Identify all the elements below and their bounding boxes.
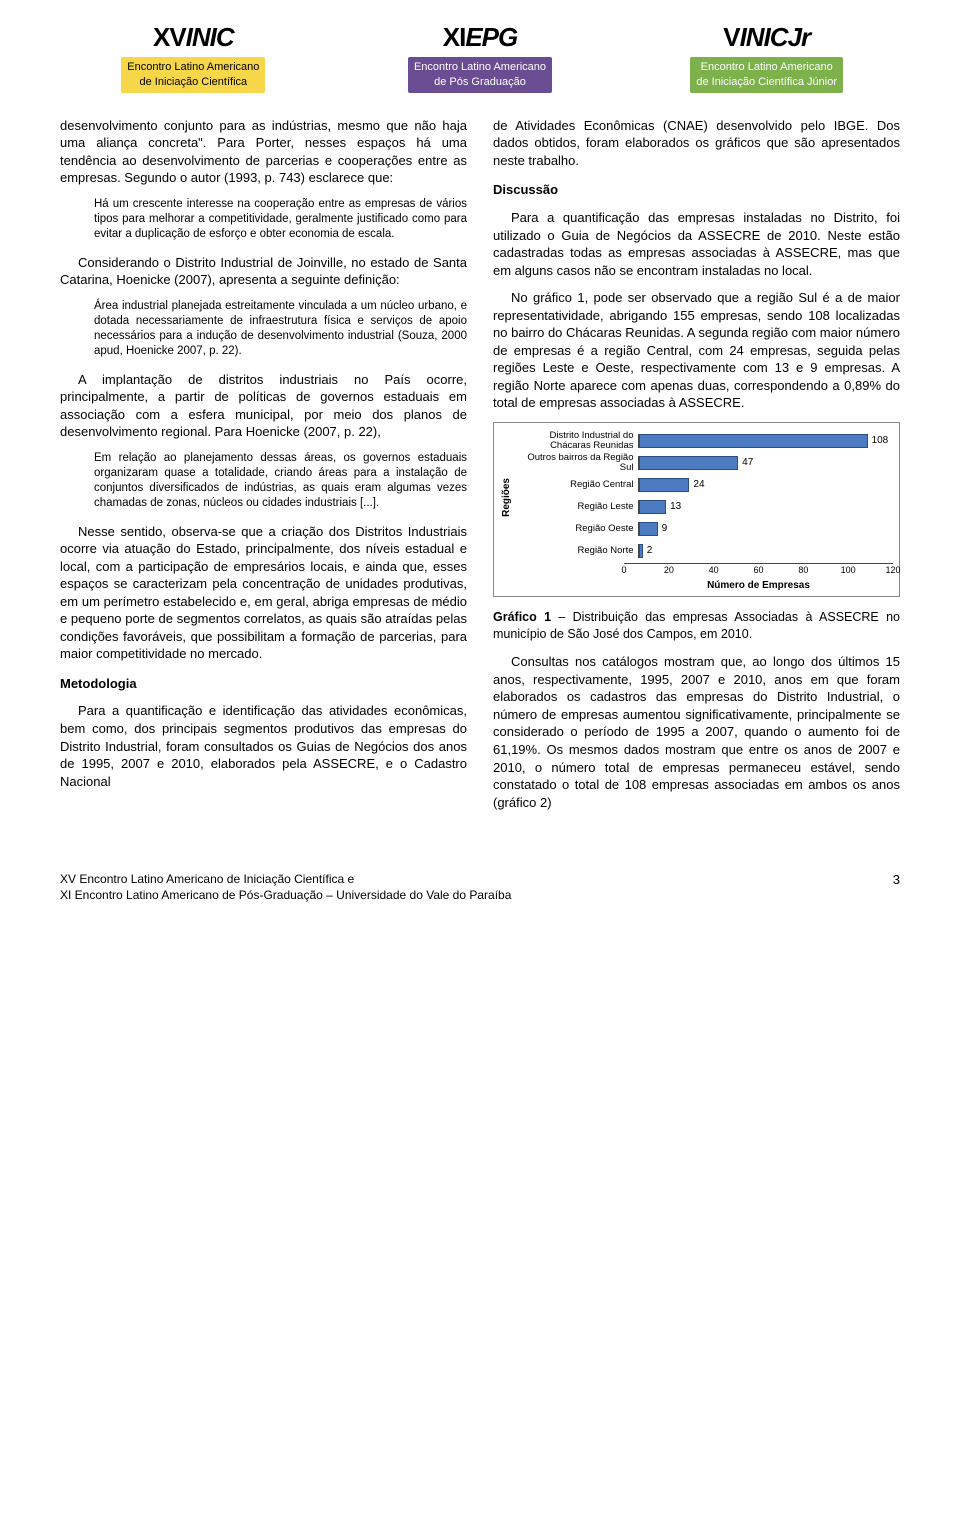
chart-bar-label: Região Leste <box>518 502 638 512</box>
chart-bar-row: Região Central 24 <box>518 475 894 495</box>
header-logos: XVINIC Encontro Latino Americano de Inic… <box>60 20 900 93</box>
logo-main: EPG <box>465 22 517 52</box>
chart-bar-value: 2 <box>643 544 653 558</box>
paragraph: Nesse sentido, observa-se que a criação … <box>60 523 467 663</box>
section-heading-metodologia: Metodologia <box>60 675 467 693</box>
chart-bar-track: 108 <box>638 434 894 448</box>
logo-subtitle: Encontro Latino Americano de Iniciação C… <box>121 57 265 93</box>
paragraph: Considerando o Distrito Industrial de Jo… <box>60 254 467 289</box>
chart-bar-value: 47 <box>738 456 753 470</box>
chart-bar-value: 108 <box>868 434 889 448</box>
logo-prefix: XV <box>153 22 186 52</box>
logo-subtitle: Encontro Latino Americano de Pós Graduaç… <box>408 57 552 93</box>
paragraph: A implantação de distritos industriais n… <box>60 371 467 441</box>
footer-text: XV Encontro Latino Americano de Iniciaçã… <box>60 871 511 903</box>
chart-bar-fill <box>639 522 658 536</box>
chart-caption: Gráfico 1 – Distribuição das empresas As… <box>493 609 900 643</box>
chart-x-axis: 020406080100120 <box>624 563 893 577</box>
chart-caption-bold: Gráfico 1 <box>493 610 551 624</box>
chart-x-tick: 20 <box>664 564 674 576</box>
chart-x-tick: 0 <box>621 564 626 576</box>
chart-bar-label: Outros bairros da Região Sul <box>518 453 638 473</box>
logo-title: XIEPG <box>347 20 614 55</box>
chart-bar-fill <box>639 456 739 470</box>
paragraph: No gráfico 1, pode ser observado que a r… <box>493 289 900 412</box>
chart-bar-row: Outros bairros da Região Sul 47 <box>518 453 894 473</box>
logo-epg: XIEPG Encontro Latino Americano de Pós G… <box>347 20 614 93</box>
chart-y-axis-label: Regiões <box>500 478 514 517</box>
chart-bar-fill <box>639 434 868 448</box>
block-quote: Área industrial planejada estreitamente … <box>94 299 467 359</box>
body-columns: desenvolvimento conjunto para as indústr… <box>60 117 900 821</box>
logo-prefix: XI <box>443 22 466 52</box>
chart-bar-track: 24 <box>638 478 894 492</box>
logo-subtitle: Encontro Latino Americano de Iniciação C… <box>690 57 843 93</box>
chart-body: Distrito Industrial do Chácaras Reunidas… <box>518 431 894 563</box>
chart-bar-track: 13 <box>638 500 894 514</box>
chart-x-tick: 100 <box>841 564 856 576</box>
logo-prefix: V <box>723 22 739 52</box>
chart-bar-row: Região Oeste 9 <box>518 519 894 539</box>
left-column: desenvolvimento conjunto para as indústr… <box>60 117 467 821</box>
right-column: de Atividades Econômicas (CNAE) desenvol… <box>493 117 900 821</box>
chart-bar-label: Região Oeste <box>518 524 638 534</box>
chart-bar-value: 24 <box>689 478 704 492</box>
logo-inicjr: VINICJr Encontro Latino Americano de Ini… <box>633 20 900 93</box>
block-quote: Há um crescente interesse na cooperação … <box>94 197 467 242</box>
chart-caption-text: – Distribuição das empresas Associadas à… <box>493 610 900 641</box>
chart-x-tick: 60 <box>753 564 763 576</box>
chart-bar-row: Região Leste 13 <box>518 497 894 517</box>
paragraph: Para a quantificação das empresas instal… <box>493 209 900 279</box>
chart-x-axis-label: Número de Empresas <box>624 579 893 593</box>
block-quote: Em relação ao planejamento dessas áreas,… <box>94 451 467 511</box>
logo-main: INIC <box>186 22 234 52</box>
chart-bar-value: 13 <box>666 500 681 514</box>
section-heading-discussao: Discussão <box>493 181 900 199</box>
chart-x-tick: 40 <box>709 564 719 576</box>
page-footer: XV Encontro Latino Americano de Iniciaçã… <box>60 871 900 903</box>
chart-bar-track: 47 <box>638 456 894 470</box>
chart-bar-label: Região Norte <box>518 546 638 556</box>
chart-bar-value: 9 <box>658 522 668 536</box>
chart-bar-track: 9 <box>638 522 894 536</box>
logo-main: INICJr <box>740 22 811 52</box>
chart-bar-fill <box>639 478 690 492</box>
logo-title: XVINIC <box>60 20 327 55</box>
paragraph: Para a quantificação e identificação das… <box>60 702 467 790</box>
chart-bar-fill <box>639 500 667 514</box>
paragraph: de Atividades Econômicas (CNAE) desenvol… <box>493 117 900 170</box>
chart-bar-label: Distrito Industrial do Chácaras Reunidas <box>518 431 638 451</box>
paragraph: Consultas nos catálogos mostram que, ao … <box>493 653 900 811</box>
page-number: 3 <box>893 871 900 903</box>
chart-grafico-1: Regiões Distrito Industrial do Chácaras … <box>493 422 900 598</box>
chart-x-tick: 80 <box>798 564 808 576</box>
chart-bar-track: 2 <box>638 544 894 558</box>
chart-bar-row: Distrito Industrial do Chácaras Reunidas… <box>518 431 894 451</box>
chart-bar-label: Região Central <box>518 480 638 490</box>
logo-inic: XVINIC Encontro Latino Americano de Inic… <box>60 20 327 93</box>
chart-bar-row: Região Norte 2 <box>518 541 894 561</box>
logo-title: VINICJr <box>633 20 900 55</box>
paragraph: desenvolvimento conjunto para as indústr… <box>60 117 467 187</box>
chart-x-tick: 120 <box>885 564 900 576</box>
